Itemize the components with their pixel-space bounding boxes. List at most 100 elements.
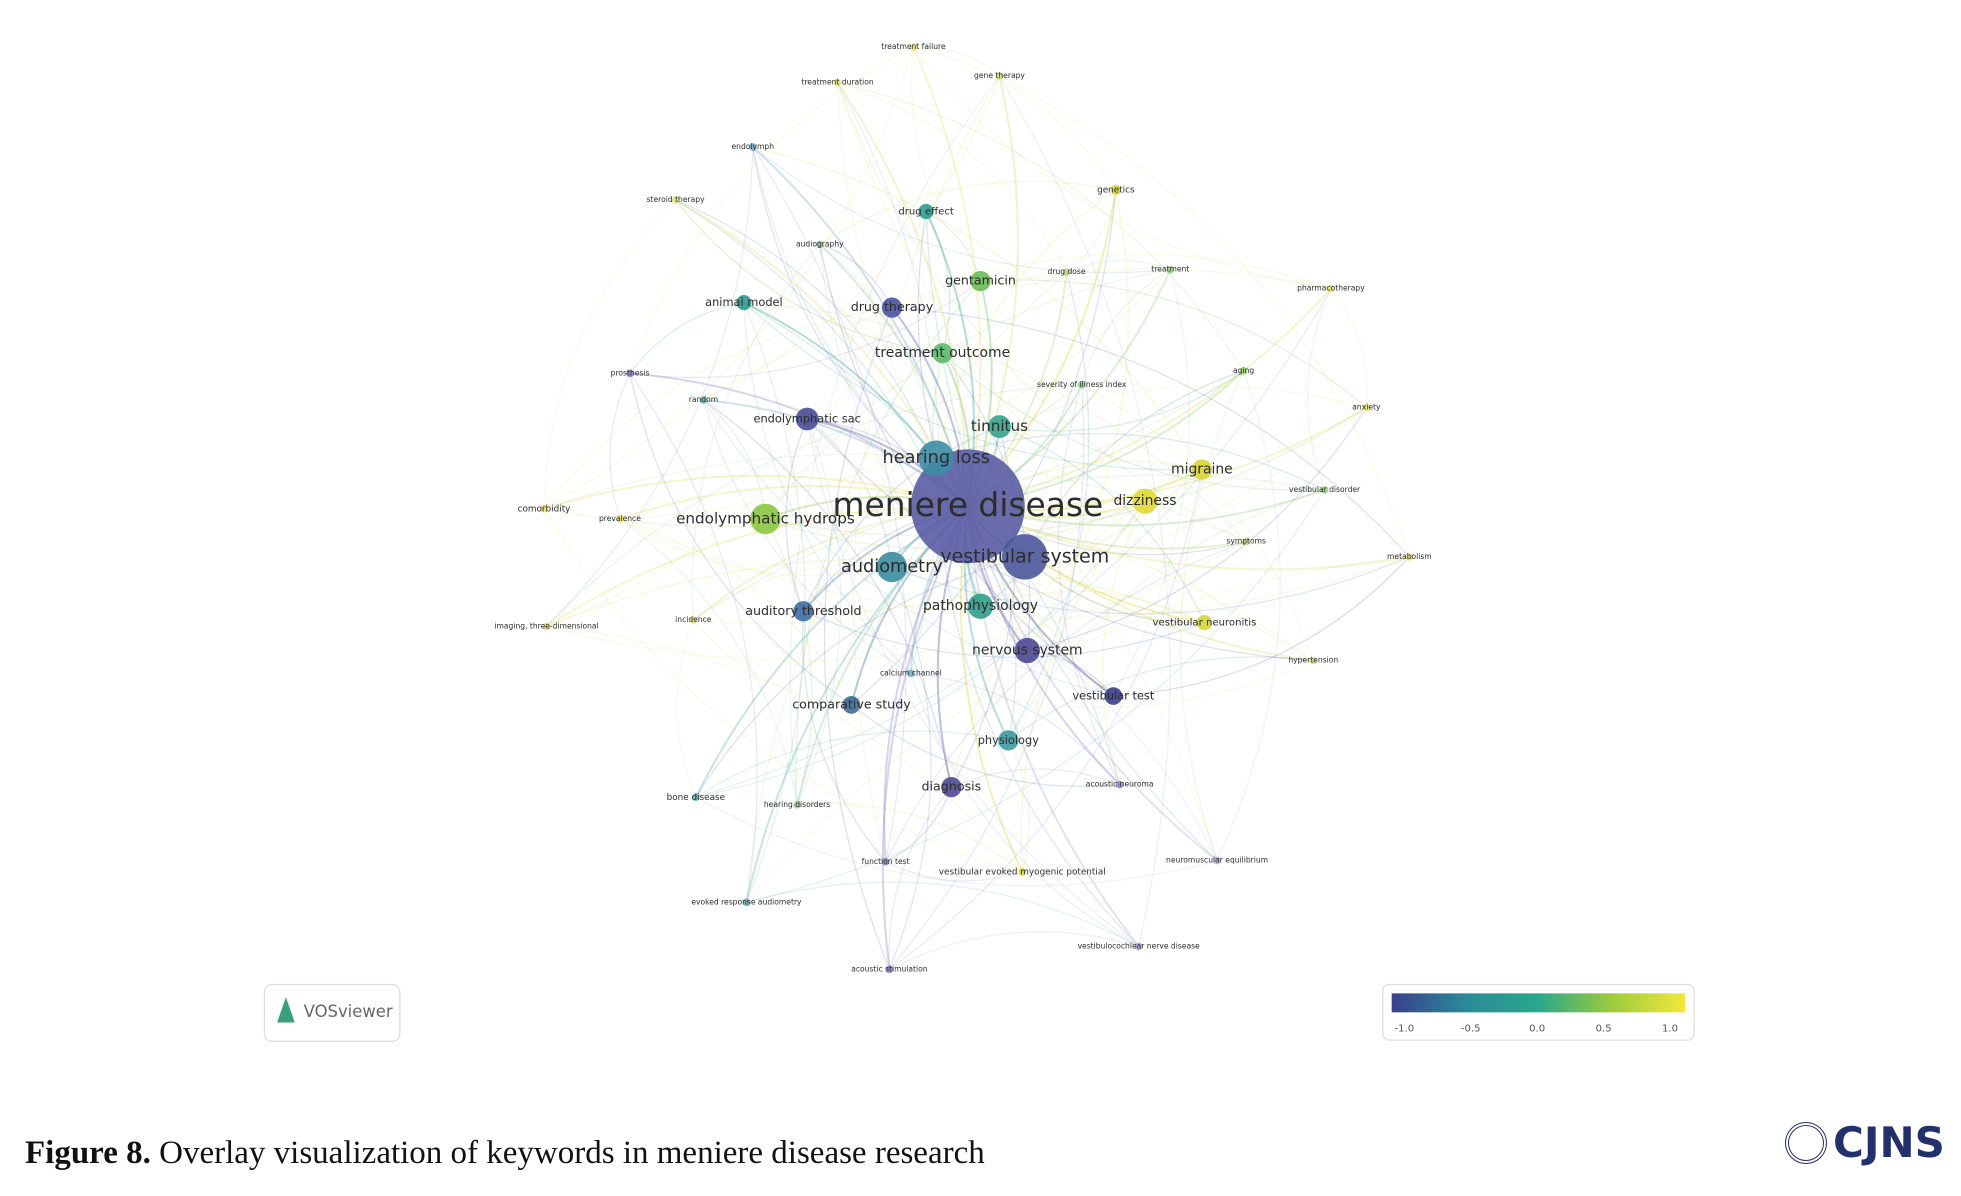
edge (619, 518, 893, 577)
node-label: endolymphatic hydrops (676, 509, 855, 527)
node-label: genetics (1097, 185, 1135, 195)
node-label: aging (1233, 366, 1254, 375)
node (1239, 367, 1248, 375)
edge (619, 518, 1410, 619)
node-label: pathophysiology (923, 598, 1038, 614)
node-label: metabolism (1387, 552, 1432, 561)
edge (967, 406, 1367, 509)
edge (789, 75, 1000, 805)
node-label: treatment duration (801, 77, 874, 86)
edge (693, 407, 1367, 624)
edge (980, 590, 1205, 624)
edge (691, 243, 821, 621)
node-label: treatment outcome (875, 345, 1010, 361)
edge (806, 418, 1314, 662)
node-label: treatment failure (881, 42, 946, 51)
node (1196, 615, 1213, 631)
edge (692, 564, 893, 621)
colorbar-tick-label: -0.5 (1461, 1023, 1481, 1034)
node (671, 196, 680, 204)
edge (629, 280, 981, 379)
edge (675, 199, 943, 354)
node (967, 593, 994, 619)
edge (1101, 500, 1146, 785)
node (1191, 459, 1213, 480)
edge (546, 625, 1023, 873)
node-label: endolymph (732, 142, 775, 151)
node-label: imaging, three-dimensional (494, 621, 598, 630)
edge (543, 199, 677, 509)
node-label: comparative study (792, 696, 911, 711)
edge (703, 399, 953, 788)
node (795, 407, 819, 431)
node-label: vestibular disorder (1289, 485, 1361, 494)
edge (1020, 500, 1146, 872)
node-label: meniere disease (832, 485, 1103, 524)
edge (695, 500, 1146, 798)
node-label: gene therapy (974, 71, 1025, 80)
node (692, 793, 700, 802)
colorbar-ticks: -1.0 -0.5 0.0 0.5 1.0 (1394, 1023, 1678, 1034)
logo-text: CJNS (1833, 1118, 1945, 1167)
edge (885, 786, 952, 863)
node-label: dizziness (1113, 493, 1176, 509)
edge (819, 180, 1116, 245)
edge (1113, 556, 1410, 697)
edge (823, 307, 893, 970)
edge (999, 75, 1410, 558)
edge (1007, 656, 1314, 741)
node (970, 270, 991, 292)
edge (891, 253, 1332, 309)
edge (619, 269, 1171, 520)
edge (1112, 269, 1190, 697)
edge (702, 399, 912, 674)
edge (889, 469, 1203, 970)
edge (888, 566, 932, 970)
node-label: neuromuscular equilibrium (1166, 856, 1268, 865)
node-label: endolymphatic sac (753, 411, 860, 425)
edge (703, 268, 1332, 401)
edge (1081, 384, 1314, 661)
edge (1057, 384, 1121, 785)
edge (888, 786, 952, 970)
node (1309, 656, 1318, 665)
node (699, 396, 708, 404)
edge (806, 418, 1140, 948)
edge (802, 611, 887, 863)
edge (765, 511, 1314, 662)
node-label: animal model (705, 295, 783, 309)
edge (966, 75, 1019, 507)
node-label: auditory threshold (745, 603, 861, 618)
edge (1026, 189, 1129, 651)
node (793, 601, 814, 622)
edge (1024, 370, 1244, 558)
node-label: vestibular neuronitis (1153, 618, 1257, 629)
node (1115, 780, 1124, 789)
edges (543, 46, 1410, 970)
edge (629, 373, 758, 903)
node (881, 297, 903, 318)
edge (881, 505, 969, 970)
edge (936, 432, 1325, 491)
node (876, 551, 908, 583)
node (542, 622, 551, 631)
node (1002, 534, 1048, 580)
node (626, 369, 634, 378)
node-label: vestibulocochlear nerve disease (1078, 942, 1200, 951)
logo-seal (1785, 1121, 1827, 1164)
colorbar-tick-label: 0.0 (1529, 1023, 1545, 1034)
node (793, 801, 801, 809)
edge (819, 243, 893, 308)
edge (806, 418, 893, 568)
edge (803, 610, 1205, 658)
node-label: comorbidity (518, 504, 571, 514)
node (1320, 486, 1329, 494)
edge (891, 566, 1218, 861)
edge (543, 46, 915, 510)
node (816, 240, 824, 249)
edge (913, 46, 1117, 191)
edge (752, 146, 1171, 274)
edge (764, 518, 813, 806)
